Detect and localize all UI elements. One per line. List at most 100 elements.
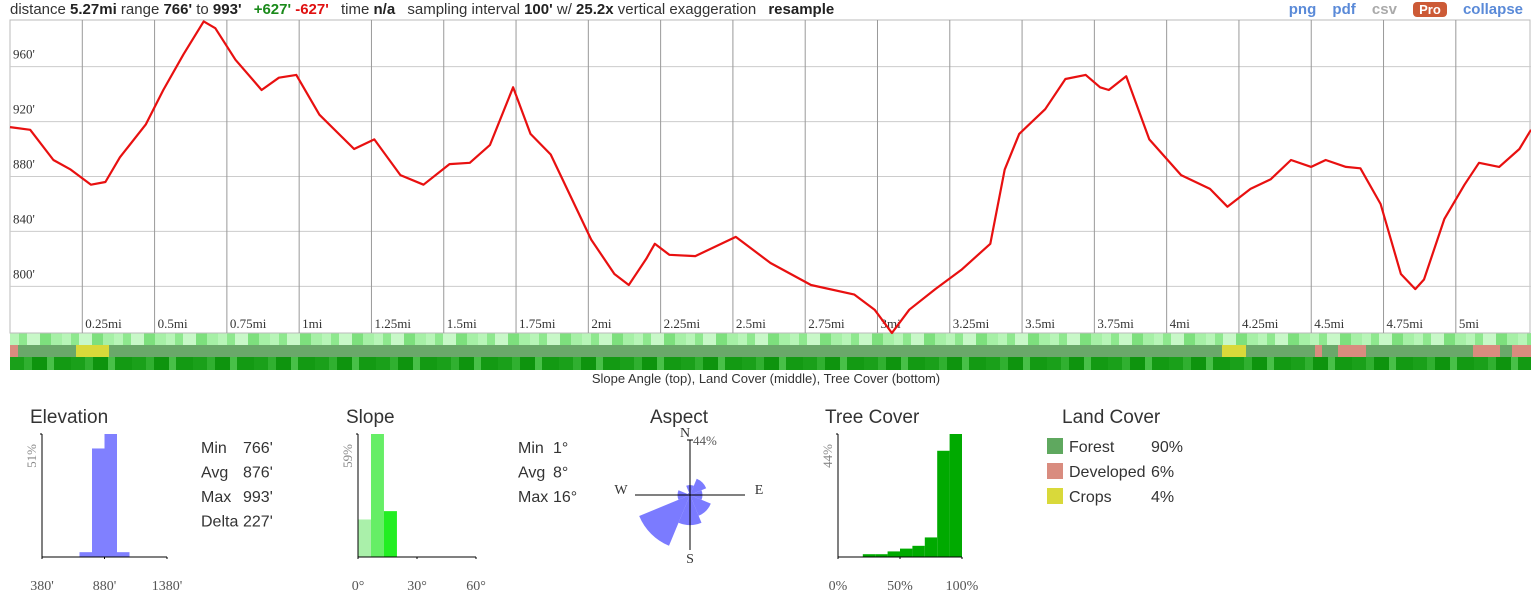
legend-value: 6%	[1151, 464, 1174, 481]
stat-value: 766'	[243, 440, 273, 457]
x-tick-label: 2mi	[591, 316, 612, 331]
land-cover-strip	[10, 345, 1531, 357]
x-tick-label: 50%	[887, 579, 913, 594]
bar	[383, 511, 397, 557]
bar	[924, 537, 938, 557]
bar	[104, 434, 117, 557]
stat-label: Max	[518, 489, 548, 506]
x-tick-label: 1.5mi	[447, 316, 477, 331]
stat-value: 16°	[553, 489, 577, 506]
gain: +627'	[253, 1, 292, 18]
toolbar: png pdf csv Pro collapse	[1277, 1, 1523, 18]
bar	[887, 551, 900, 557]
stat-value: 227'	[243, 514, 273, 531]
petal	[690, 478, 707, 495]
x-tick-label: 0.5mi	[158, 316, 188, 331]
y-tick-label: 44%	[820, 444, 835, 468]
label: range	[120, 1, 160, 18]
label: sampling interval	[407, 1, 520, 18]
x-tick-label: 100%	[946, 579, 979, 594]
value: 766'	[163, 1, 193, 18]
panel-title: Slope	[346, 407, 395, 428]
bar	[370, 434, 384, 557]
x-tick-label: 2.25mi	[664, 316, 701, 331]
value: 100'	[524, 1, 553, 18]
x-tick-label: 3.5mi	[1025, 316, 1055, 331]
bar	[875, 554, 888, 557]
x-tick-label: 2.5mi	[736, 316, 766, 331]
panel-title: Aspect	[650, 407, 709, 428]
x-tick-label: 4.75mi	[1387, 316, 1424, 331]
stat-label: Min	[201, 440, 227, 457]
petal	[687, 492, 690, 495]
legend-value: 90%	[1151, 439, 1183, 456]
y-tick-label: 880'	[13, 157, 35, 172]
petal	[690, 495, 711, 516]
legend-label: Developed	[1069, 464, 1146, 481]
label: w/	[556, 1, 572, 18]
x-tick-label: 2.75mi	[808, 316, 845, 331]
direction-label: N	[680, 426, 690, 441]
bar	[912, 545, 925, 557]
pro-badge[interactable]: Pro	[1413, 2, 1447, 17]
panel-title: Tree Cover	[825, 407, 920, 428]
y-tick-label: 51%	[24, 444, 39, 468]
x-tick-label: 1mi	[302, 316, 323, 331]
collapse-link[interactable]: collapse	[1462, 1, 1523, 18]
bar	[949, 434, 962, 557]
x-tick-label: 3.75mi	[1097, 316, 1134, 331]
elevation-line	[9, 20, 1531, 335]
value: 5.27mi	[70, 1, 117, 18]
stat-label: Delta	[201, 514, 238, 531]
bar	[117, 552, 130, 557]
legend-label: Crops	[1069, 489, 1112, 506]
stat-value: 876'	[243, 465, 273, 482]
x-tick-label: 1380'	[152, 579, 183, 594]
stat-value: 993'	[243, 489, 273, 506]
direction-label: W	[614, 483, 628, 498]
x-tick-label: 0°	[352, 579, 365, 594]
x-tick-label: 4.5mi	[1314, 316, 1344, 331]
png-link[interactable]: png	[1288, 1, 1317, 18]
direction-label: S	[686, 552, 694, 567]
panel-title: Elevation	[30, 407, 108, 428]
label: distance	[10, 1, 66, 18]
x-tick-label: 60°	[466, 579, 486, 594]
x-tick-label: 30°	[407, 579, 427, 594]
x-tick-label: 1.25mi	[374, 316, 411, 331]
legend-value: 4%	[1151, 489, 1174, 506]
loss: -627'	[295, 1, 329, 18]
bar	[79, 552, 92, 557]
swatch	[1047, 463, 1063, 479]
csv-link[interactable]: csv	[1371, 1, 1397, 18]
bar	[862, 554, 876, 557]
y-tick-label: 960'	[13, 47, 35, 62]
bar	[358, 519, 371, 557]
r-tick-label: 44%	[693, 433, 717, 448]
bar	[92, 448, 105, 557]
y-tick-label: 800'	[13, 266, 35, 281]
x-tick-label: 880'	[93, 579, 117, 594]
x-tick-label: 4.25mi	[1242, 316, 1279, 331]
label: time	[340, 1, 370, 18]
tree-cover-strip	[10, 357, 1531, 370]
resample-link[interactable]: resample	[768, 1, 835, 18]
x-tick-label: 3.25mi	[953, 316, 990, 331]
stat-label: Max	[201, 489, 231, 506]
swatch	[1047, 488, 1063, 504]
label: to	[196, 1, 209, 18]
swatch	[1047, 438, 1063, 454]
x-tick-label: 4mi	[1170, 316, 1191, 331]
stat-label: Avg	[518, 465, 545, 482]
x-tick-label: 5mi	[1459, 316, 1480, 331]
stat-label: Min	[518, 440, 544, 457]
bar	[937, 450, 950, 557]
x-tick-label: 0.75mi	[230, 316, 267, 331]
y-tick-label: 59%	[340, 444, 355, 468]
strip-caption: Slope Angle (top), Land Cover (middle), …	[592, 371, 940, 386]
pdf-link[interactable]: pdf	[1332, 1, 1356, 18]
legend-label: Forest	[1069, 439, 1115, 456]
x-tick-label: 380'	[30, 579, 54, 594]
